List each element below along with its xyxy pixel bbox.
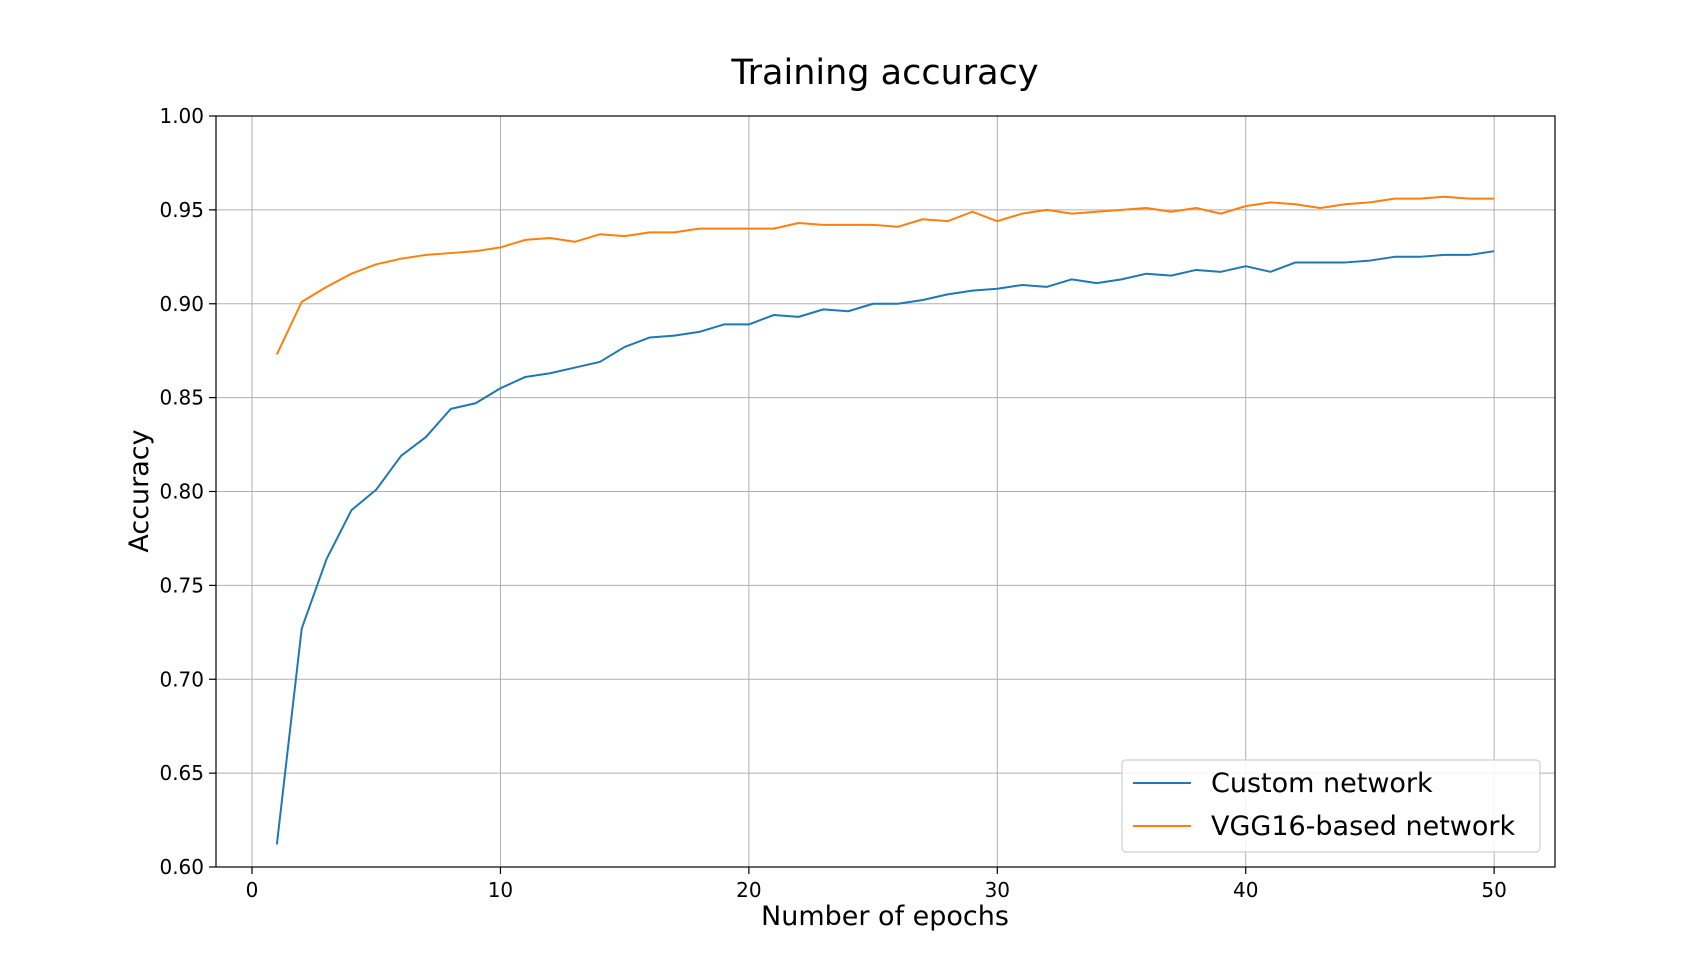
legend-box <box>1121 759 1541 853</box>
x-tick-label: 10 <box>488 878 513 902</box>
y-tick-label: 0.60 <box>159 855 204 879</box>
x-tick-label: 0 <box>246 878 259 902</box>
series-line-custom-network <box>275 250 1495 845</box>
x-tick-label: 40 <box>1233 878 1258 902</box>
chart-title: Training accuracy <box>730 53 1038 93</box>
x-tick-label: 20 <box>736 878 761 902</box>
y-tick-label: 0.65 <box>159 761 204 785</box>
y-tick-label: 0.80 <box>159 480 204 504</box>
y-tick-label: 0.95 <box>159 198 204 222</box>
y-axis: 0.60 0.65 0.70 0.75 0.80 0.85 0.90 0.95 1.00 <box>159 104 216 879</box>
x-axis-label: Number of epochs <box>761 901 1009 932</box>
x-tick-label: 30 <box>985 878 1010 902</box>
plot-area <box>215 115 1556 868</box>
legend: Custom network VGG16-based network <box>1121 759 1541 853</box>
legend-label-custom-network: Custom network <box>1211 768 1433 799</box>
y-tick-label: 0.75 <box>159 573 204 597</box>
y-tick-label: 1.00 <box>159 104 204 128</box>
legend-label-vgg16-based-network: VGG16-based network <box>1211 811 1516 842</box>
y-tick-label: 0.90 <box>159 292 204 316</box>
series-line-vgg16-based-network <box>275 195 1495 355</box>
y-axis-label: Accuracy <box>124 429 155 552</box>
x-tick-label: 50 <box>1481 878 1506 902</box>
x-axis: 0 10 20 30 40 50 <box>246 867 1507 902</box>
y-tick-label: 0.70 <box>159 667 204 691</box>
series-lines <box>275 195 1495 845</box>
y-tick-label: 0.85 <box>159 386 204 410</box>
